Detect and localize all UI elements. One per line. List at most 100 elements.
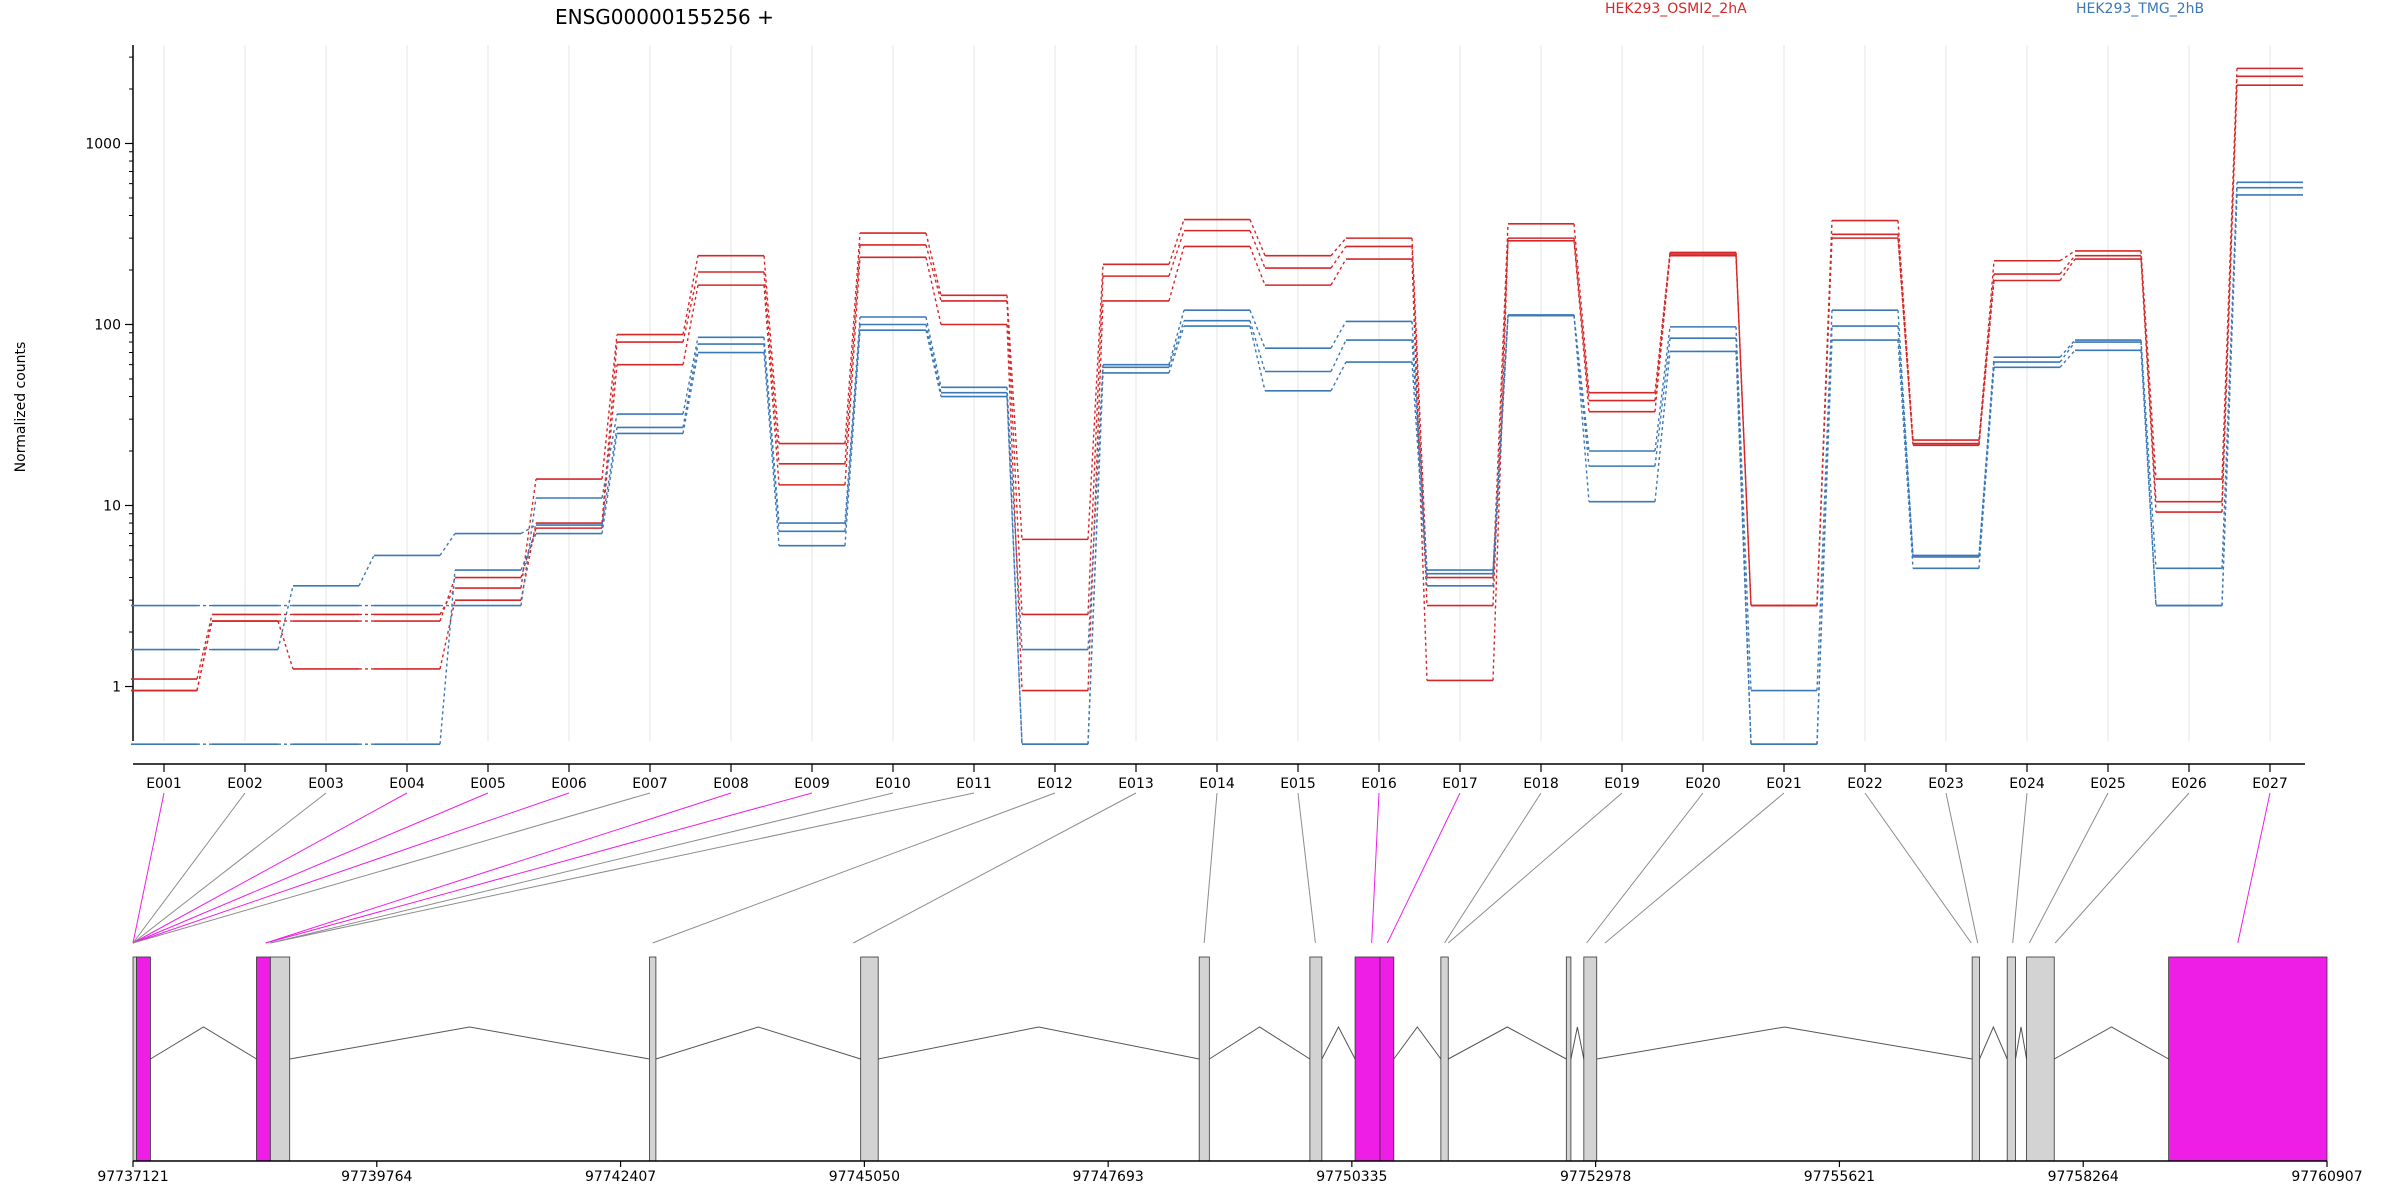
series-connector xyxy=(1897,340,1914,569)
x-tick-label: E024 xyxy=(2009,776,2045,792)
series-connector xyxy=(1492,240,1509,681)
x-tick-label: E011 xyxy=(956,776,992,792)
exon-link xyxy=(1945,792,1979,944)
series-connector xyxy=(1492,315,1509,571)
series-connector xyxy=(1006,396,1023,745)
exon-link xyxy=(132,792,570,944)
exon-link xyxy=(265,792,813,944)
series-connector xyxy=(1006,295,1023,540)
y-tick-label: 1 xyxy=(112,680,121,696)
gene-model xyxy=(132,956,2328,1162)
genome-tick-label: 97752978 xyxy=(1560,1169,1631,1185)
series-connector xyxy=(1573,314,1590,502)
series-connector xyxy=(277,620,294,670)
exon-link xyxy=(853,792,1137,944)
intron-connector xyxy=(1209,1026,1311,1060)
x-tick-label: E027 xyxy=(2252,776,2288,792)
series-connector xyxy=(1654,338,1671,467)
exon-link xyxy=(132,792,327,944)
exon xyxy=(860,956,879,1162)
series-connector xyxy=(1816,310,1833,691)
exon-link xyxy=(1864,792,1972,944)
x-tick-label: E004 xyxy=(389,776,425,792)
exon-link xyxy=(132,792,408,944)
exon xyxy=(132,956,137,1162)
series-connector xyxy=(2140,350,2157,606)
intron-connector xyxy=(1321,1025,1356,1060)
series-connector xyxy=(1249,309,1266,349)
series-connector xyxy=(1249,219,1266,256)
series-connector xyxy=(520,533,537,571)
intron-connector xyxy=(878,1026,1200,1060)
exon-link xyxy=(2054,792,2190,944)
genome-tick-label: 97755621 xyxy=(1804,1169,1875,1185)
intron-connector xyxy=(2015,1026,2028,1060)
series-connector xyxy=(2140,341,2157,606)
series-connector xyxy=(682,337,699,415)
series-6 xyxy=(131,194,2303,746)
series-connector xyxy=(1330,237,1347,257)
series-connector xyxy=(844,233,861,444)
series-connector xyxy=(1978,367,1995,569)
exon-highlighted xyxy=(1379,956,1395,1162)
exon xyxy=(1583,956,1598,1162)
series-connector xyxy=(1654,326,1671,452)
series-connector xyxy=(1816,340,1833,745)
exon-link xyxy=(132,792,246,944)
series-connector xyxy=(2221,85,2238,513)
series-connector xyxy=(601,334,618,480)
series-connector xyxy=(763,343,780,532)
series-connector xyxy=(1249,325,1266,391)
series-connector xyxy=(1330,246,1347,269)
y-tick-label: 1000 xyxy=(85,136,121,152)
x-tick-label: E025 xyxy=(2090,776,2126,792)
exon xyxy=(1198,956,1210,1162)
exon-link xyxy=(1371,792,1380,944)
exon-link xyxy=(270,792,975,944)
series-connector xyxy=(682,284,699,365)
x-tick-label: E015 xyxy=(1280,776,1316,792)
series-connector xyxy=(2059,339,2076,358)
x-tick-label: E026 xyxy=(2171,776,2207,792)
series-2 xyxy=(131,75,2303,692)
series-connector xyxy=(1330,361,1347,392)
exon xyxy=(2006,956,2016,1162)
exon-links xyxy=(132,792,2271,944)
series-connector xyxy=(277,585,294,650)
series-connector xyxy=(1411,258,1428,681)
series-connector xyxy=(2059,250,2076,262)
x-tick-label: E023 xyxy=(1928,776,1964,792)
series-connector xyxy=(1168,320,1185,368)
intron-connector xyxy=(655,1026,861,1060)
series-connector xyxy=(1492,223,1509,578)
intron-connector xyxy=(1393,1026,1442,1060)
intron-connector xyxy=(2054,1026,2169,1060)
exon-link xyxy=(2028,792,2109,944)
series-connector xyxy=(1573,315,1590,452)
x-tick-label: E022 xyxy=(1847,776,1883,792)
series-connector xyxy=(358,555,375,587)
exon-link xyxy=(132,792,165,944)
series-3 xyxy=(131,84,2303,692)
x-tick-label: E001 xyxy=(146,776,182,792)
exon xyxy=(1440,956,1449,1162)
series-connector xyxy=(1492,238,1509,606)
series-connector xyxy=(925,232,942,296)
series-connector xyxy=(925,316,942,388)
x-tick-label: E009 xyxy=(794,776,830,792)
genome-tick-label: 97747693 xyxy=(1073,1169,1144,1185)
exon-link xyxy=(1386,792,1461,944)
legend-label-tmg: HEK293_TMG_2hB xyxy=(2076,1,2204,17)
series-connector xyxy=(1168,325,1185,374)
series-connector xyxy=(844,257,861,485)
genome-tick-label: 97742407 xyxy=(585,1169,656,1185)
series-connector xyxy=(1006,387,1023,650)
series-connector xyxy=(844,244,861,464)
genome-tick-label: 97758264 xyxy=(2048,1169,2119,1185)
exon xyxy=(269,956,291,1162)
exon-link xyxy=(1586,792,1704,944)
exon-link xyxy=(1444,792,1542,944)
y-tick-label: 10 xyxy=(103,499,121,515)
x-axis: E001 E002 E003 E004 E005 E006 E007 E008 E009 E010… xyxy=(133,763,2305,792)
chart-title: ENSG00000155256 + xyxy=(555,5,774,29)
